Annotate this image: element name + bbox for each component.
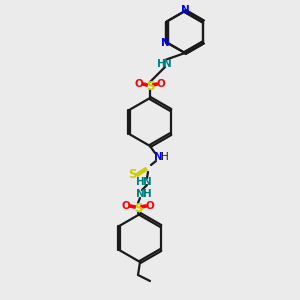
Text: H: H xyxy=(161,152,169,162)
Text: N: N xyxy=(181,5,189,15)
Text: S: S xyxy=(128,169,136,182)
Text: O: O xyxy=(135,79,143,89)
Text: H: H xyxy=(142,189,152,199)
Text: N: N xyxy=(163,59,171,69)
Text: S: S xyxy=(134,202,142,214)
Text: H: H xyxy=(157,59,165,69)
Text: N: N xyxy=(142,177,152,187)
Text: N: N xyxy=(154,152,162,162)
Text: O: O xyxy=(122,201,130,211)
Text: O: O xyxy=(146,201,154,211)
Text: S: S xyxy=(146,80,154,92)
Text: O: O xyxy=(157,79,165,89)
Text: H: H xyxy=(136,177,144,187)
Text: N: N xyxy=(161,38,170,47)
Text: N: N xyxy=(136,189,144,199)
